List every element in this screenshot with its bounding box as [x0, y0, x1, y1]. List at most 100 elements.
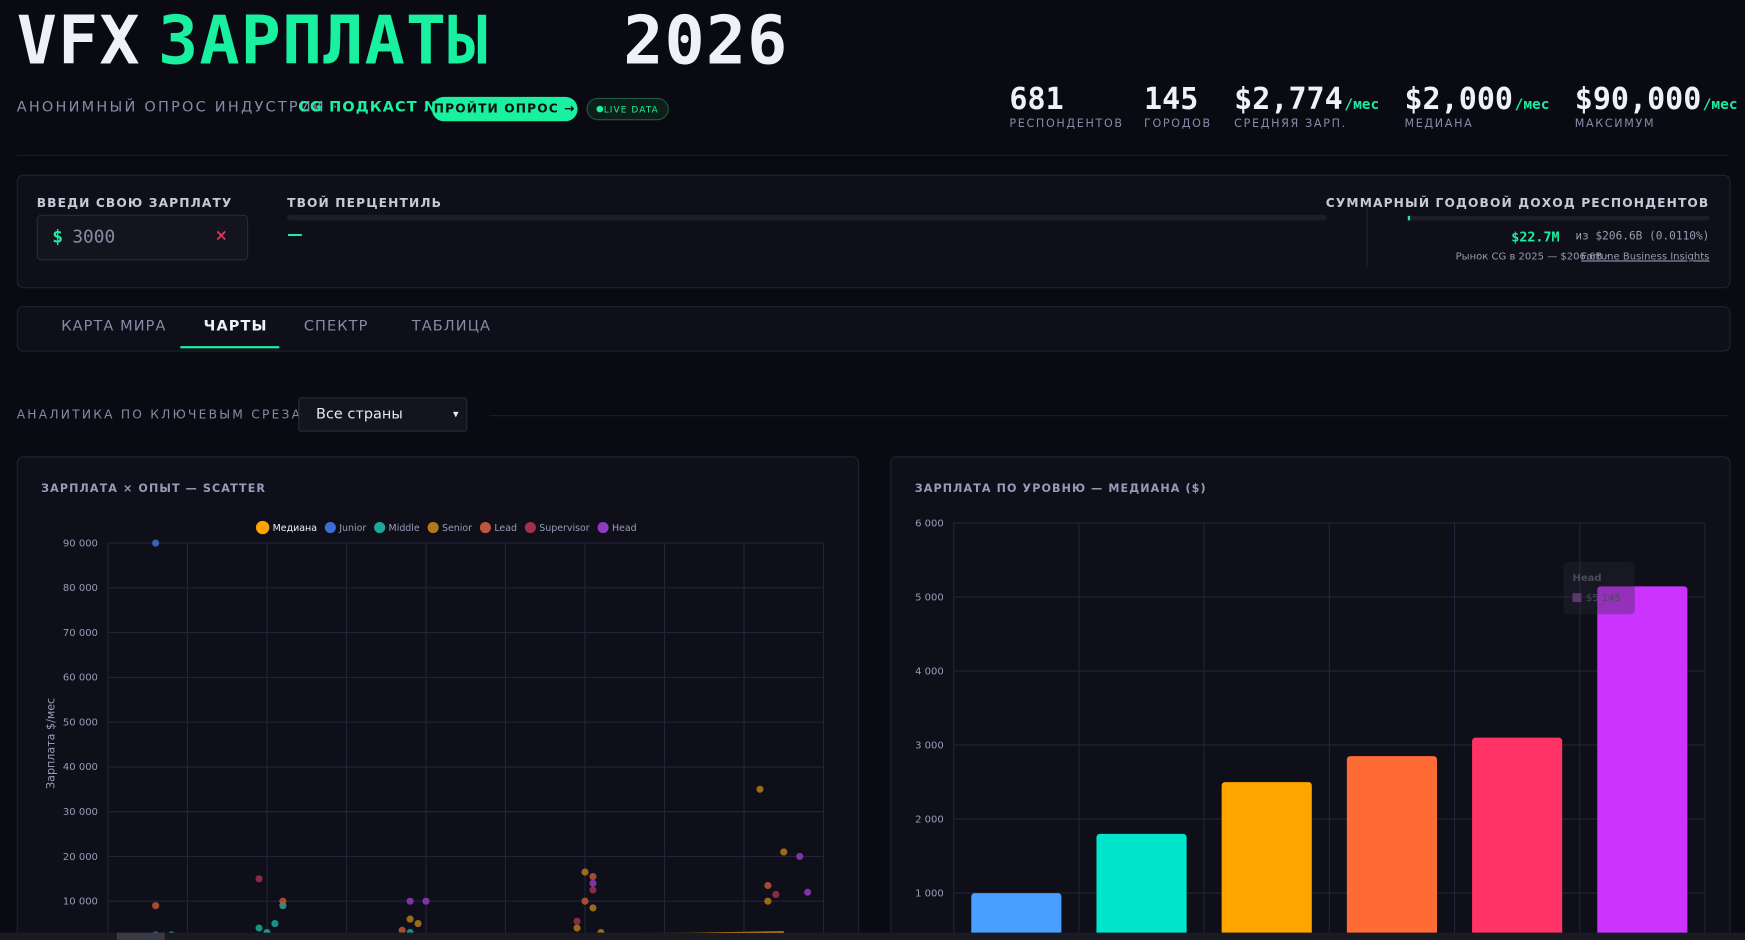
tooltip-label: $5 145 — [1586, 593, 1621, 604]
y-tick-label: 1 000 — [915, 888, 944, 899]
y-tick-label: 3 000 — [915, 740, 944, 751]
point — [398, 926, 406, 934]
point — [279, 897, 287, 905]
stat-value: $90,000 — [1574, 82, 1702, 117]
point — [152, 539, 160, 547]
live-dot — [596, 105, 604, 113]
bar — [971, 893, 1062, 940]
stat-value: $2,774 — [1234, 82, 1343, 117]
bar — [1472, 737, 1563, 940]
y-tick-label: 50 000 — [63, 717, 98, 728]
legend-label: Middle — [389, 523, 420, 534]
y-tick-label: 6 000 — [915, 518, 944, 529]
point — [589, 886, 597, 894]
point — [764, 881, 772, 890]
title-part: VFX — [16, 2, 141, 81]
point — [406, 915, 414, 923]
y-tick-label: 30 000 — [63, 807, 98, 818]
subtitle: АНОНИМНЫЙ ОПРОС ИНДУСТРИИ · — [16, 99, 340, 116]
currency: $ — [52, 225, 64, 248]
tab[interactable]: ТАБЛИЦА — [411, 318, 492, 335]
scroll-thumb[interactable] — [116, 932, 165, 940]
legend-marker — [427, 521, 439, 534]
tooltip-swatch — [1572, 593, 1582, 603]
point — [573, 917, 581, 925]
select-arrow: ▾ — [452, 408, 459, 421]
point — [581, 897, 589, 905]
survey-button[interactable]: ПРОЙТИ ОПРОС → — [431, 96, 578, 122]
point — [152, 902, 160, 910]
legend-label: Head — [612, 523, 637, 534]
chart-title: ЗАРПЛАТА × ОПЫТ — SCATTER — [41, 482, 266, 495]
bar — [1346, 756, 1438, 940]
source-link[interactable]: Fortune Business Insights — [1581, 251, 1710, 263]
point — [422, 897, 430, 905]
percentile-value: — — [287, 225, 303, 244]
stat-value: 681 — [1009, 82, 1064, 117]
clear-button[interactable]: × — [214, 227, 228, 245]
legend-label: Senior — [442, 523, 472, 534]
stat-label: МАКСИМУМ — [1574, 117, 1656, 131]
input-value: 3000 — [72, 225, 116, 248]
country-select[interactable]: Все страны — [298, 397, 468, 432]
percentile-bar — [287, 214, 1327, 221]
stat-label: РЕСПОНДЕНТОВ — [1009, 117, 1124, 131]
income-value: $22.7M — [1511, 229, 1560, 245]
separator — [1366, 195, 1368, 268]
tab[interactable]: СПЕКТР — [303, 318, 369, 335]
legend-label: Supervisor — [539, 523, 590, 534]
point — [589, 879, 597, 887]
tab-underline — [180, 346, 280, 349]
y-tick-label: 10 000 — [63, 897, 98, 908]
y-tick-label: 4 000 — [915, 666, 944, 677]
tab-active[interactable]: ЧАРТЫ — [203, 318, 268, 335]
bar — [1597, 586, 1688, 940]
stat-unit: /мес — [1344, 96, 1380, 114]
tooltip — [1563, 562, 1635, 615]
podcast: CG ПОДКАСТ №1 — [298, 99, 454, 116]
percentile-label: ТВОЙ ПЕРЦЕНТИЛЬ — [287, 195, 443, 211]
stat-value: 145 — [1144, 82, 1199, 117]
point — [573, 924, 581, 932]
stat-value: $2,000 — [1404, 82, 1514, 117]
salary-input[interactable] — [36, 214, 249, 261]
title-part: 2026 — [623, 2, 789, 81]
point — [581, 868, 589, 876]
source-text: Рынок CG в 2025 — $206.6B · — [1455, 251, 1609, 263]
legend-marker — [479, 521, 491, 534]
scatter-chart: ЗАРПЛАТА × ОПЫТ — SCATTER Зарплата $/мес 1… — [41, 482, 825, 940]
section-line — [489, 415, 1729, 417]
y-tick-label: 20 000 — [63, 852, 98, 863]
income-fill — [1407, 215, 1411, 221]
y-axis-label: Зарплата $/мес — [45, 698, 58, 789]
point — [406, 897, 414, 905]
stat-unit: /мес — [1702, 96, 1738, 114]
chart-title: ЗАРПЛАТА ПО УРОВНЮ — МЕДИАНА ($) — [915, 482, 1207, 495]
bar — [1221, 782, 1312, 940]
income-bar — [1407, 215, 1710, 221]
y-tick-label: 80 000 — [63, 583, 98, 594]
stat-label: СРЕДНЯЯ ЗАРП. — [1234, 117, 1347, 131]
y-tick-label: 2 000 — [915, 814, 944, 825]
scatter-panel — [16, 456, 860, 940]
y-tick-label: 40 000 — [63, 762, 98, 773]
tab[interactable]: КАРТА МИРА — [61, 318, 167, 335]
point — [589, 904, 597, 912]
legend-marker — [524, 521, 536, 534]
y-tick-label: 90 000 — [63, 538, 98, 549]
point — [255, 875, 263, 883]
input-label: ВВЕДИ СВОЮ ЗАРПЛАТУ — [36, 195, 233, 211]
point — [756, 785, 764, 793]
bar-chart: ЗАРПЛАТА ПО УРОВНЮ — МЕДИАНА ($) 1 000 2 0… — [915, 482, 1706, 940]
legend-label: Junior — [338, 523, 366, 534]
calculator-panel — [16, 174, 1731, 289]
point — [255, 924, 263, 932]
stat-label: МЕДИАНА — [1404, 117, 1474, 131]
point — [772, 890, 780, 899]
point — [271, 920, 279, 928]
income-of: из $206.6B (0.0110%) — [1575, 230, 1710, 243]
section-title: АНАЛИТИКА ПО КЛЮЧЕВЫМ СРЕЗАМ — [16, 407, 315, 422]
bar — [1096, 833, 1187, 940]
